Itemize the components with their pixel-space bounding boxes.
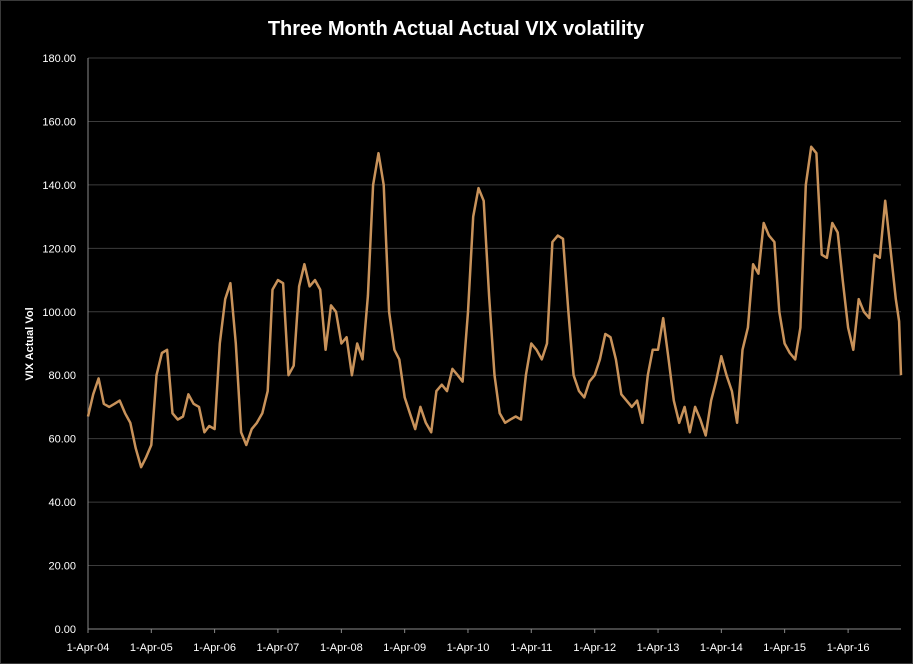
x-axis-ticks: 1-Apr-04 1-Apr-05 1-Apr-06 1-Apr-07 1-Apr-08… (67, 629, 870, 654)
y-tick-label: 40.00 (48, 497, 76, 509)
x-tick-label: 1-Apr-04 (67, 642, 110, 654)
y-tick-label: 100.00 (42, 307, 76, 319)
x-tick-label: 1-Apr-16 (827, 642, 870, 654)
y-axis-ticks: 0.00 20.00 40.00 60.00 80.00 100.00 120.00 140.… (42, 53, 76, 636)
x-tick-label: 1-Apr-09 (383, 642, 426, 654)
series-line-0 (86, 145, 903, 469)
x-tick-label: 1-Apr-13 (637, 642, 680, 654)
x-tick-label: 1-Apr-14 (700, 642, 743, 654)
y-tick-label: 120.00 (42, 243, 76, 255)
x-tick-label: 1-Apr-12 (573, 642, 616, 654)
chart-title: Three Month Actual Actual VIX volatility (268, 18, 645, 40)
x-tick-label: 1-Apr-07 (256, 642, 299, 654)
x-tick-label: 1-Apr-06 (193, 642, 236, 654)
x-tick-label: 1-Apr-10 (447, 642, 490, 654)
y-tick-label: 0.00 (55, 624, 76, 636)
series-layer (86, 145, 903, 469)
y-tick-label: 20.00 (48, 561, 76, 573)
y-tick-label: 80.00 (48, 370, 76, 382)
y-axis-label: VIX Actual Vol (24, 307, 36, 380)
y-tick-label: 60.00 (48, 434, 76, 446)
y-tick-label: 160.00 (42, 116, 76, 128)
x-tick-label: 1-Apr-05 (130, 642, 173, 654)
x-tick-label: 1-Apr-15 (763, 642, 806, 654)
y-tick-label: 140.00 (42, 180, 76, 192)
x-tick-label: 1-Apr-11 (510, 642, 552, 654)
x-tick-label: 1-Apr-08 (320, 642, 363, 654)
y-tick-label: 180.00 (42, 53, 76, 65)
